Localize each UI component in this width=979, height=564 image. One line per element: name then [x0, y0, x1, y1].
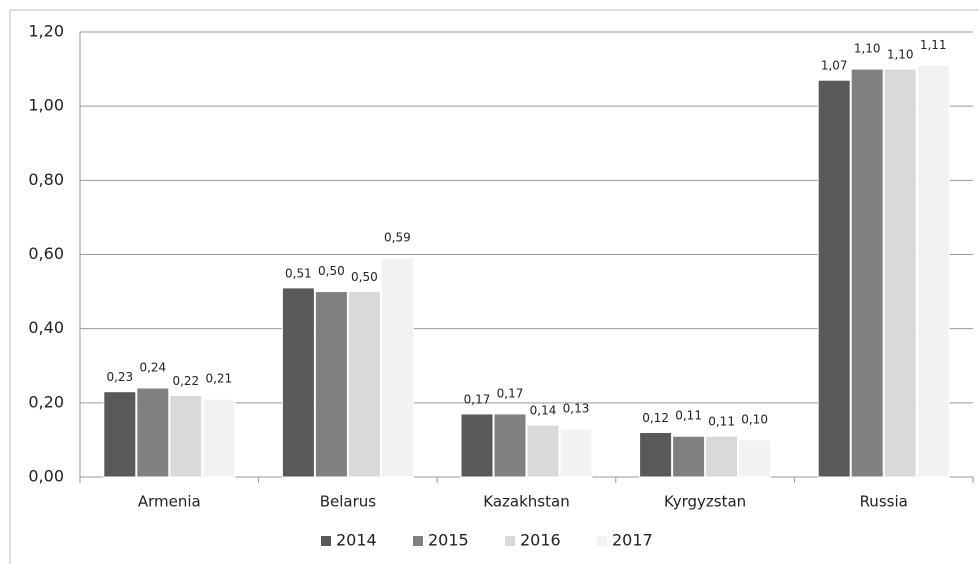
value-label: 0,17: [497, 386, 524, 400]
bar: [850, 68, 884, 478]
y-tick-label: 1,00: [28, 96, 64, 115]
legend-label: 2014: [336, 531, 377, 550]
bar: [559, 428, 593, 478]
value-label: 1,11: [920, 38, 947, 52]
legend-label: 2017: [612, 531, 653, 550]
x-tick-label: Kazakhstan: [483, 493, 569, 511]
value-label: 0,59: [384, 231, 411, 245]
value-label: 1,10: [887, 48, 914, 62]
legend-swatch: [505, 536, 515, 546]
value-label: 0,23: [106, 370, 133, 384]
value-label: 0,51: [285, 266, 312, 280]
bar: [314, 291, 348, 478]
y-tick-label: 0,00: [28, 467, 64, 486]
y-tick-label: 0,20: [28, 392, 64, 411]
value-label: 0,10: [741, 412, 768, 426]
bar: [738, 439, 772, 478]
value-label: 0,22: [172, 374, 199, 388]
bar: [493, 413, 527, 478]
x-tick-label: Russia: [860, 493, 908, 511]
bar: [460, 413, 494, 478]
value-label: 0,11: [708, 415, 735, 429]
bar: [202, 398, 236, 478]
x-tick-label: Belarus: [320, 493, 377, 511]
bar: [103, 391, 137, 478]
value-label: 0,21: [205, 372, 232, 386]
bar: [705, 435, 739, 478]
bar: [136, 387, 170, 478]
value-label: 0,50: [318, 264, 345, 278]
legend-label: 2016: [520, 531, 561, 550]
bar: [169, 394, 203, 478]
bar: [281, 287, 315, 478]
value-label: 0,13: [563, 401, 590, 415]
value-label: 0,14: [530, 404, 557, 418]
legend-swatch: [597, 536, 607, 546]
x-tick-label: Kyrgyzstan: [664, 493, 746, 511]
y-tick-label: 0,40: [28, 318, 64, 337]
value-label: 1,10: [854, 42, 881, 56]
y-tick-label: 0,80: [28, 170, 64, 189]
y-tick-label: 1,20: [28, 22, 64, 41]
bar: [672, 435, 706, 478]
value-label: 0,11: [675, 409, 702, 423]
value-label: 0,50: [351, 270, 378, 284]
x-tick-label: Armenia: [138, 493, 201, 511]
value-label: 0,12: [642, 411, 669, 425]
y-tick-label: 0,60: [28, 244, 64, 263]
legend-swatch: [413, 536, 423, 546]
value-label: 0,24: [139, 361, 166, 375]
bar: [817, 79, 851, 478]
bar: [916, 64, 950, 478]
bar: [526, 424, 560, 478]
bar: [639, 432, 673, 478]
value-label: 0,17: [464, 392, 491, 406]
legend-swatch: [321, 536, 331, 546]
bar: [380, 257, 414, 478]
value-label: 1,07: [821, 59, 848, 73]
bar: [883, 68, 917, 478]
legend-label: 2015: [428, 531, 469, 550]
bar: [347, 291, 381, 478]
